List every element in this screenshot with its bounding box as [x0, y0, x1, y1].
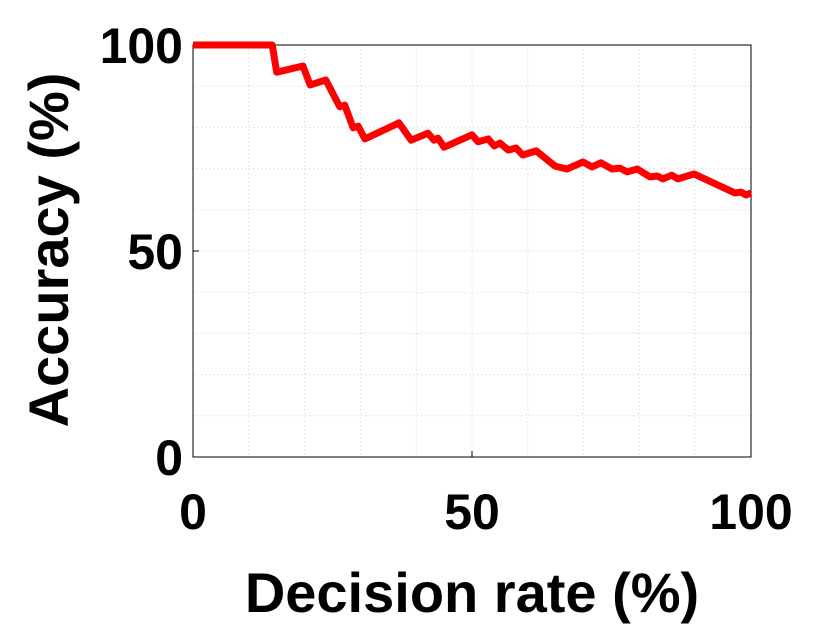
- y-tick-label: 100: [100, 18, 183, 74]
- plot-frame: [192, 44, 752, 458]
- plot-area: [193, 45, 751, 457]
- data-line: [193, 41, 753, 199]
- y-axis-label: Accuracy (%): [17, 73, 80, 428]
- x-tick-label: 0: [179, 484, 207, 540]
- x-axis-label: Decision rate (%): [245, 561, 699, 624]
- x-tick-label: 100: [709, 484, 792, 540]
- x-tick-label: 50: [444, 484, 500, 540]
- y-tick-label: 50: [127, 224, 183, 280]
- y-tick-label: 0: [155, 430, 183, 486]
